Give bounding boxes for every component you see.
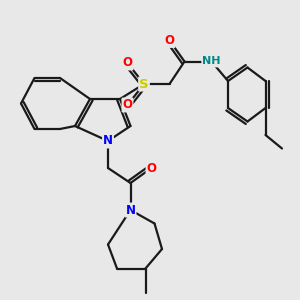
- Text: S: S: [139, 77, 149, 91]
- Text: N: N: [103, 134, 113, 148]
- Text: N: N: [125, 203, 136, 217]
- Text: O: O: [122, 56, 133, 70]
- Text: O: O: [146, 161, 157, 175]
- Text: O: O: [164, 34, 175, 47]
- Text: O: O: [122, 98, 133, 112]
- Text: NH: NH: [202, 56, 221, 67]
